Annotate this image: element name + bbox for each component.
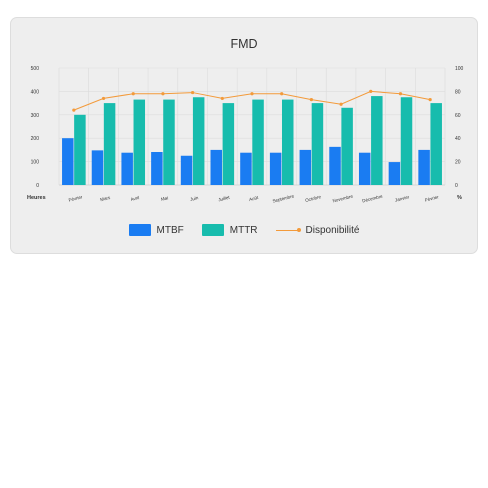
x-tick-label: Septembre (272, 193, 295, 203)
bar-mtbf (210, 149, 223, 185)
x-tick-label: Janvier (394, 194, 410, 202)
bar-mttr (163, 99, 175, 185)
chart-title: FMD (230, 37, 257, 51)
bar-mttr (281, 99, 294, 185)
legend-label-mttr: MTTR (229, 224, 258, 236)
bar-mtbf (388, 162, 401, 185)
x-tick-label: Novembre (332, 193, 354, 203)
x-tick-label: Avril (130, 195, 140, 202)
y-right-tick-label: 100 (455, 66, 464, 72)
y-right-tick-label: 20 (455, 160, 461, 166)
legend-label-mtbf: MTBF (156, 224, 184, 236)
bar-mtbf (299, 149, 312, 185)
y-right-tick-label: 80 (455, 89, 461, 95)
chart-card: FMD 0 100 200 300 400 500 0 20 40 60 80 100 Heures% Fé… (10, 17, 478, 254)
legend-swatch-disponibilite (275, 227, 301, 232)
x-tick-label: Octobre (305, 194, 322, 203)
x-tick-label: Mai (160, 195, 168, 202)
x-tick-label: Juin (190, 195, 200, 202)
point-disponibilite (161, 92, 165, 96)
y-left-tick-label: 200 (31, 136, 40, 142)
y-right-axis-label: % (457, 195, 462, 201)
point-disponibilite (309, 97, 313, 102)
bar-mtbf (269, 152, 282, 185)
legend-item-disponibilite[interactable]: Disponibilité (275, 224, 360, 236)
y-right-tick-label: 60 (455, 113, 461, 119)
point-disponibilite (339, 102, 343, 106)
y-left-tick-label: 500 (31, 66, 40, 72)
y-left-tick-label: 0 (36, 183, 39, 189)
x-tick-label: Février (424, 194, 439, 202)
legend-swatch-mtbf (128, 224, 151, 236)
bar-mtbf (329, 146, 341, 185)
bar-mttr (252, 99, 264, 185)
bar-mtbf (358, 152, 371, 185)
bar-mtbf (121, 152, 133, 185)
point-disponibilite (101, 96, 106, 101)
point-disponibilite (428, 97, 432, 102)
y-left-tick-label: 300 (31, 113, 40, 119)
bar-mttr (311, 103, 324, 185)
x-tick-label: Août (249, 195, 260, 202)
bar-mtbf (91, 150, 104, 185)
legend-swatch-mttr (201, 224, 224, 236)
legend-item-mtbf[interactable]: MTBF (128, 224, 184, 236)
point-disponibilite (398, 92, 403, 96)
bar-mttr (222, 103, 235, 185)
point-disponibilite (250, 92, 254, 96)
bar-mttr (103, 103, 116, 185)
point-disponibilite (131, 92, 135, 96)
chart: FMD 0 100 200 300 400 500 0 20 40 60 80 100 Heures % Fé… (27, 37, 464, 204)
bar-mttr (74, 114, 86, 185)
point-disponibilite (220, 96, 224, 101)
legend-label-disponibilite: Disponibilité (305, 224, 360, 236)
bar-mtbf (62, 138, 74, 185)
point-disponibilite (280, 92, 284, 96)
bar-mtbf (240, 152, 252, 185)
y-right-tick-label: 0 (455, 183, 458, 189)
point-disponibilite (191, 90, 195, 95)
bar-mttr (371, 96, 383, 185)
bar-mttr (400, 97, 413, 185)
x-tick-label: Février (68, 194, 83, 202)
legend-item-mttr[interactable]: MTTR (201, 224, 258, 236)
bar-mttr (430, 103, 442, 185)
bar-mtbf (151, 152, 163, 185)
y-right-tick-label: 40 (455, 136, 461, 142)
point-disponibilite (369, 89, 373, 93)
x-tick-label: Décembre (362, 193, 384, 203)
bar-mtbf (180, 155, 193, 185)
bar-mttr (192, 97, 205, 185)
y-left-axis-label: Heures (27, 195, 46, 201)
y-left-tick-label: 400 (31, 89, 40, 95)
bar-mttr (341, 107, 353, 185)
x-tick-label: Juillet (218, 195, 231, 203)
x-tick-label: Mars (100, 195, 112, 202)
bar-mttr (133, 99, 146, 185)
point-disponibilite (72, 108, 76, 112)
bar-mtbf (418, 149, 430, 185)
legend: MTBF MTTR Disponibilité (11, 224, 477, 236)
y-left-tick-label: 100 (31, 160, 40, 166)
